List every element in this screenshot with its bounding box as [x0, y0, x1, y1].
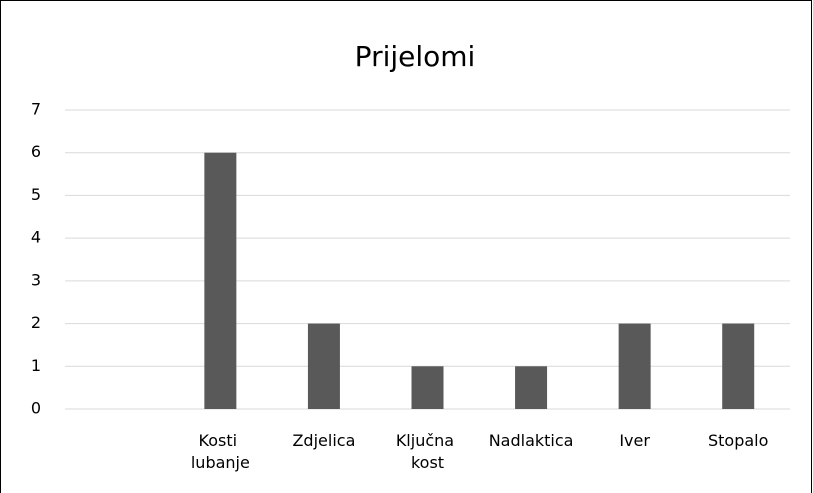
bar — [722, 323, 755, 409]
bar — [411, 366, 444, 409]
x-tick-label: Nadlaktica — [489, 431, 574, 450]
x-tick-label: Kosti lubanje — [191, 431, 250, 472]
x-tick-label: Iver — [619, 431, 650, 450]
x-tick-label: Ključna kost — [396, 431, 459, 472]
bar — [618, 323, 651, 409]
y-tick-label: 5 — [31, 185, 41, 204]
y-tick-label: 6 — [31, 142, 41, 161]
bar — [204, 152, 237, 409]
y-tick-label: 3 — [31, 270, 41, 289]
y-tick-label: 2 — [31, 313, 41, 332]
y-tick-label: 4 — [31, 228, 41, 247]
bar — [515, 366, 548, 409]
y-tick-label: 1 — [31, 356, 41, 375]
chart-title: Prijelomi — [355, 40, 476, 73]
bar — [307, 323, 340, 409]
y-tick-label: 0 — [31, 399, 41, 418]
x-tick-label: Zdjelica — [292, 431, 355, 450]
y-tick-label: 7 — [31, 100, 41, 119]
x-tick-label: Stopalo — [708, 431, 768, 450]
